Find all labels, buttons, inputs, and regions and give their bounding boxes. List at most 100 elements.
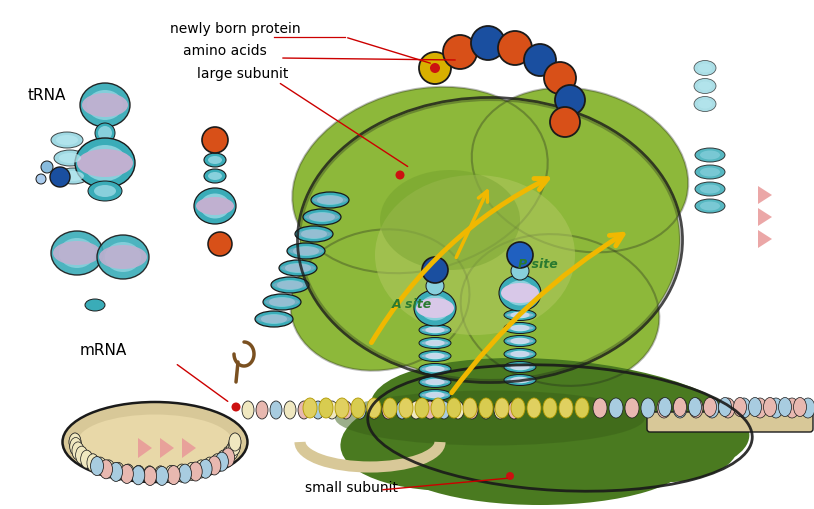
Circle shape (498, 31, 532, 65)
Ellipse shape (77, 414, 233, 469)
Ellipse shape (82, 93, 128, 117)
Ellipse shape (189, 462, 202, 481)
Ellipse shape (419, 363, 451, 375)
Ellipse shape (103, 460, 115, 478)
Ellipse shape (419, 377, 451, 387)
Ellipse shape (695, 199, 725, 213)
Circle shape (524, 44, 556, 76)
Ellipse shape (426, 353, 444, 359)
Ellipse shape (63, 402, 247, 482)
Ellipse shape (69, 433, 81, 451)
Ellipse shape (694, 61, 716, 75)
Ellipse shape (510, 351, 530, 357)
Ellipse shape (508, 401, 520, 419)
Ellipse shape (293, 246, 319, 256)
Ellipse shape (689, 398, 702, 416)
Ellipse shape (390, 415, 690, 505)
Circle shape (36, 174, 46, 184)
Ellipse shape (504, 335, 536, 347)
Circle shape (231, 403, 240, 411)
Ellipse shape (221, 448, 234, 467)
Ellipse shape (270, 401, 282, 419)
Ellipse shape (281, 264, 315, 272)
Ellipse shape (122, 464, 134, 482)
FancyBboxPatch shape (647, 412, 813, 432)
Ellipse shape (83, 145, 127, 181)
Text: tRNA: tRNA (28, 88, 67, 103)
Ellipse shape (99, 245, 147, 269)
Ellipse shape (51, 231, 103, 275)
Ellipse shape (155, 466, 168, 486)
Ellipse shape (222, 446, 234, 464)
Ellipse shape (70, 438, 81, 456)
Ellipse shape (186, 462, 198, 480)
Polygon shape (758, 230, 772, 248)
Ellipse shape (76, 446, 88, 464)
Text: large subunit: large subunit (197, 67, 288, 81)
Ellipse shape (303, 398, 317, 418)
Ellipse shape (70, 438, 81, 456)
Ellipse shape (94, 457, 107, 475)
Ellipse shape (700, 202, 720, 211)
Ellipse shape (298, 401, 310, 419)
Ellipse shape (297, 230, 331, 238)
Ellipse shape (506, 352, 534, 356)
Ellipse shape (263, 294, 301, 310)
Polygon shape (758, 186, 772, 204)
Ellipse shape (75, 138, 135, 188)
Ellipse shape (700, 167, 720, 177)
Ellipse shape (422, 392, 449, 398)
Ellipse shape (112, 462, 125, 480)
Ellipse shape (506, 326, 534, 330)
Ellipse shape (543, 398, 557, 418)
Ellipse shape (291, 230, 470, 371)
Ellipse shape (625, 398, 639, 418)
Ellipse shape (303, 209, 341, 225)
Ellipse shape (94, 457, 107, 475)
Ellipse shape (426, 327, 444, 333)
Ellipse shape (527, 398, 541, 418)
Ellipse shape (659, 398, 672, 416)
Ellipse shape (199, 459, 212, 478)
Ellipse shape (208, 156, 222, 164)
Ellipse shape (419, 337, 451, 349)
Ellipse shape (801, 398, 814, 418)
Ellipse shape (167, 466, 180, 485)
Ellipse shape (609, 398, 623, 418)
Ellipse shape (504, 375, 536, 385)
Ellipse shape (313, 196, 347, 204)
Ellipse shape (76, 446, 88, 464)
Ellipse shape (194, 188, 236, 224)
Ellipse shape (415, 398, 429, 418)
Ellipse shape (120, 464, 133, 484)
Ellipse shape (559, 398, 573, 418)
Ellipse shape (422, 327, 449, 332)
Ellipse shape (700, 184, 720, 193)
Ellipse shape (721, 398, 735, 418)
Ellipse shape (479, 398, 493, 418)
Ellipse shape (769, 398, 783, 418)
Ellipse shape (480, 401, 492, 419)
Ellipse shape (452, 401, 464, 419)
Ellipse shape (59, 153, 81, 163)
Ellipse shape (287, 243, 325, 259)
Ellipse shape (447, 398, 461, 418)
Ellipse shape (705, 398, 719, 418)
Ellipse shape (673, 398, 687, 418)
Ellipse shape (80, 83, 130, 127)
Ellipse shape (261, 314, 287, 324)
Ellipse shape (256, 401, 268, 419)
Ellipse shape (506, 338, 534, 344)
Ellipse shape (216, 452, 229, 471)
Ellipse shape (700, 151, 720, 159)
Ellipse shape (319, 398, 333, 418)
Circle shape (396, 171, 405, 180)
Ellipse shape (399, 398, 413, 418)
Ellipse shape (504, 323, 536, 333)
Ellipse shape (143, 466, 155, 484)
Ellipse shape (200, 193, 230, 218)
Ellipse shape (72, 442, 84, 460)
Ellipse shape (420, 296, 450, 321)
Text: small subunit: small subunit (305, 481, 398, 495)
Ellipse shape (211, 454, 223, 472)
